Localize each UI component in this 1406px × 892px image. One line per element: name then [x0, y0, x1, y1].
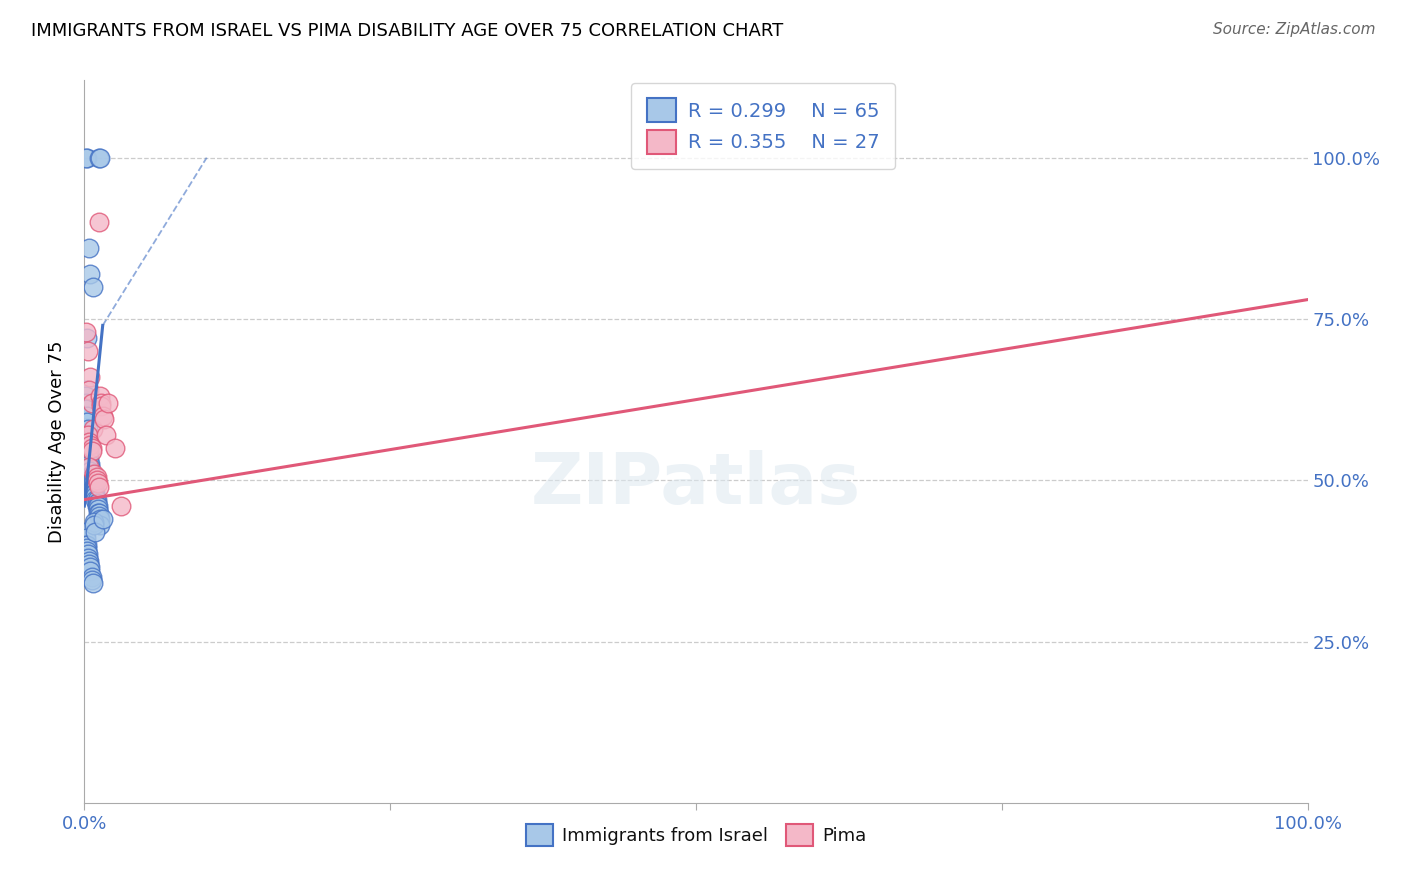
- Point: [79, 564, 101, 578]
- Point: [83, 486, 105, 500]
- Point: [77, 344, 100, 359]
- Point: [89, 389, 111, 403]
- Point: [80, 396, 103, 410]
- Point: [87, 476, 110, 491]
- Point: [80, 467, 103, 481]
- Point: [80, 441, 103, 455]
- Point: [87, 506, 110, 520]
- Point: [104, 441, 127, 455]
- Point: [82, 473, 104, 487]
- Point: [77, 557, 100, 571]
- Point: [79, 438, 101, 452]
- Point: [79, 267, 101, 281]
- Point: [86, 496, 108, 510]
- Text: IMMIGRANTS FROM ISRAEL VS PIMA DISABILITY AGE OVER 75 CORRELATION CHART: IMMIGRANTS FROM ISRAEL VS PIMA DISABILIT…: [31, 22, 783, 40]
- Point: [76, 538, 98, 552]
- Point: [87, 499, 110, 513]
- Point: [84, 492, 107, 507]
- Point: [83, 515, 105, 529]
- Point: [79, 460, 101, 475]
- Point: [80, 570, 103, 584]
- Point: [77, 438, 100, 452]
- Point: [84, 486, 107, 500]
- Point: [76, 415, 98, 429]
- Point: [83, 467, 105, 481]
- Point: [77, 428, 100, 442]
- Point: [76, 151, 98, 165]
- Point: [86, 473, 108, 487]
- Point: [82, 422, 104, 436]
- Point: [110, 499, 132, 513]
- Point: [87, 480, 110, 494]
- Point: [79, 457, 101, 471]
- Point: [89, 512, 111, 526]
- Point: [80, 573, 103, 587]
- Point: [83, 483, 105, 497]
- Point: [93, 412, 115, 426]
- Point: [75, 538, 97, 552]
- Point: [77, 550, 100, 565]
- Point: [75, 402, 97, 417]
- Point: [75, 151, 97, 165]
- Text: ZIPatlas: ZIPatlas: [531, 450, 860, 519]
- Point: [82, 480, 104, 494]
- Point: [84, 489, 107, 503]
- Point: [77, 460, 100, 475]
- Point: [87, 508, 110, 523]
- Point: [79, 560, 101, 574]
- Point: [76, 541, 98, 555]
- Point: [89, 151, 111, 165]
- Point: [90, 399, 112, 413]
- Point: [82, 279, 104, 293]
- Point: [86, 499, 108, 513]
- Legend: Immigrants from Israel, Pima: Immigrants from Israel, Pima: [516, 815, 876, 855]
- Point: [82, 476, 104, 491]
- Point: [77, 554, 100, 568]
- Point: [76, 331, 98, 345]
- Point: [77, 450, 100, 465]
- Point: [79, 370, 101, 384]
- Point: [75, 531, 97, 545]
- Point: [77, 434, 100, 449]
- Point: [87, 215, 110, 229]
- Point: [89, 518, 111, 533]
- Point: [91, 409, 114, 423]
- Point: [82, 576, 104, 591]
- Point: [75, 389, 97, 403]
- Point: [77, 241, 100, 255]
- Point: [75, 325, 97, 339]
- Point: [83, 518, 105, 533]
- Point: [77, 548, 100, 562]
- Point: [77, 441, 100, 455]
- Point: [83, 480, 105, 494]
- Point: [91, 512, 114, 526]
- Point: [86, 470, 108, 484]
- Point: [79, 464, 101, 478]
- Point: [77, 434, 100, 449]
- Point: [77, 422, 100, 436]
- Point: [77, 383, 100, 397]
- Point: [86, 492, 108, 507]
- Point: [87, 506, 110, 520]
- Point: [96, 428, 118, 442]
- Point: [87, 502, 110, 516]
- Point: [75, 524, 97, 539]
- Point: [84, 524, 107, 539]
- Text: Source: ZipAtlas.com: Source: ZipAtlas.com: [1212, 22, 1375, 37]
- Point: [77, 444, 100, 458]
- Point: [77, 428, 100, 442]
- Point: [97, 396, 120, 410]
- Point: [75, 383, 97, 397]
- Point: [76, 409, 98, 423]
- Point: [87, 151, 110, 165]
- Point: [76, 544, 98, 558]
- Point: [75, 396, 97, 410]
- Point: [80, 444, 103, 458]
- Point: [80, 473, 103, 487]
- Y-axis label: Disability Age Over 75: Disability Age Over 75: [48, 340, 66, 543]
- Point: [80, 470, 103, 484]
- Point: [90, 396, 112, 410]
